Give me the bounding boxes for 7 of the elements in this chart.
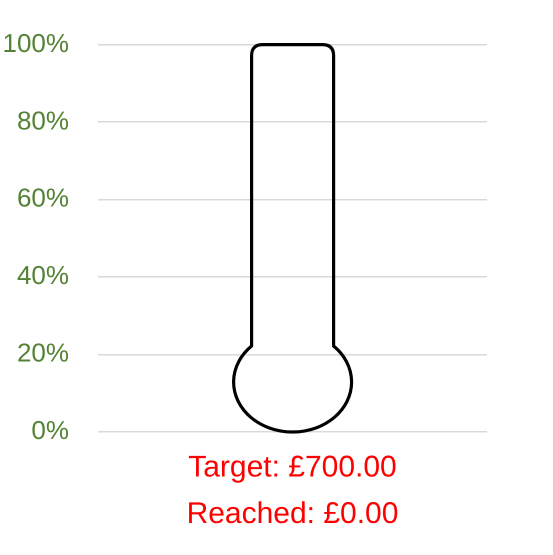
x-tick-label: Target: £700.00 Reached: £0.00 — [186, 450, 398, 530]
y-tick-label: 100% — [2, 28, 69, 58]
y-tick-label: 20% — [16, 338, 69, 368]
y-tick-label: 60% — [16, 182, 69, 213]
y-tick-label: 40% — [16, 260, 69, 290]
y-tick-label: 0% — [31, 415, 69, 446]
y-tick-label: 80% — [16, 105, 69, 136]
